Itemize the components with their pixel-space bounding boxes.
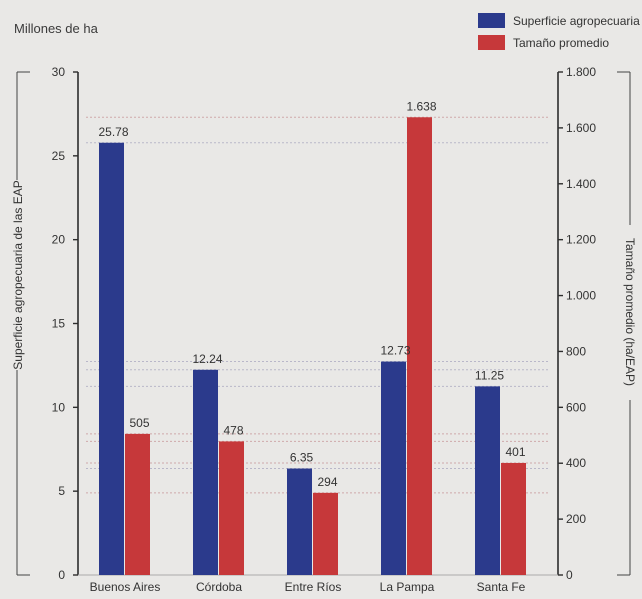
right-tick-label: 1.000: [566, 289, 596, 303]
bar-tamano: [313, 492, 338, 575]
left-tick-label: 20: [52, 233, 66, 247]
bar-superficie: [381, 361, 406, 575]
data-label-superficie: 25.78: [98, 125, 128, 139]
left-tick-label: 15: [52, 317, 66, 331]
left-tick-label: 10: [52, 400, 66, 414]
category-label: Entre Ríos: [285, 580, 342, 594]
reference-lines: [86, 116, 548, 494]
data-label-superficie: 11.25: [475, 368, 504, 382]
right-tick-label: 0: [566, 568, 573, 582]
right-tick-label: 1.600: [566, 121, 596, 135]
data-label-tamano: 1.638: [406, 99, 436, 113]
category-label: La Pampa: [380, 580, 435, 594]
left-tick-label: 0: [58, 568, 65, 582]
right-axis-title: Tamaño promedio (ha/EAP): [623, 238, 637, 386]
category-label: Santa Fe: [477, 580, 526, 594]
legend: Superficie agropecuaria Tamaño promedio: [478, 13, 640, 50]
right-tick-label: 1.200: [566, 233, 596, 247]
legend-label-tamano: Tamaño promedio: [513, 36, 609, 50]
data-label-tamano: 478: [223, 423, 243, 437]
right-tick-label: 600: [566, 400, 586, 414]
legend-swatch-tamano: [478, 35, 505, 50]
bar-superficie: [475, 386, 500, 575]
left-tick-label: 5: [58, 484, 65, 498]
bar-superficie: [193, 369, 218, 575]
bar-tamano: [125, 433, 150, 575]
data-label-tamano: 401: [505, 445, 525, 459]
left-axis-title: Superficie agropecuaria de las EAP: [11, 180, 25, 369]
bar-superficie: [287, 468, 312, 575]
legend-label-superficie: Superficie agropecuaria: [513, 14, 640, 28]
left-tick-label: 25: [52, 149, 66, 163]
bar-tamano: [219, 441, 244, 575]
data-label-tamano: 294: [317, 475, 337, 489]
bar-tamano: [501, 462, 526, 575]
labels: 0 5 10 15 20 25 30 0 200 400 600 800 1.000 1.200 1.400…: [11, 21, 637, 594]
right-tick-label: 1.800: [566, 65, 596, 79]
left-tick-label: 30: [52, 65, 66, 79]
category-label: Buenos Aires: [90, 580, 161, 594]
right-tick-label: 400: [566, 456, 586, 470]
data-label-superficie: 12.24: [192, 352, 222, 366]
data-label-tamano: 505: [129, 416, 149, 430]
data-label-superficie: 12.73: [380, 344, 410, 358]
data-label-superficie: 6.35: [290, 451, 314, 465]
bar-superficie: [99, 142, 124, 575]
bars: [99, 117, 526, 576]
bar-tamano: [407, 117, 432, 576]
right-tick-label: 800: [566, 344, 586, 358]
right-tick-label: 1.400: [566, 177, 596, 191]
right-tick-label: 200: [566, 512, 586, 526]
category-label: Córdoba: [196, 580, 242, 594]
legend-swatch-superficie: [478, 13, 505, 28]
axes: [16, 71, 631, 576]
unit-label: Millones de ha: [14, 21, 99, 36]
